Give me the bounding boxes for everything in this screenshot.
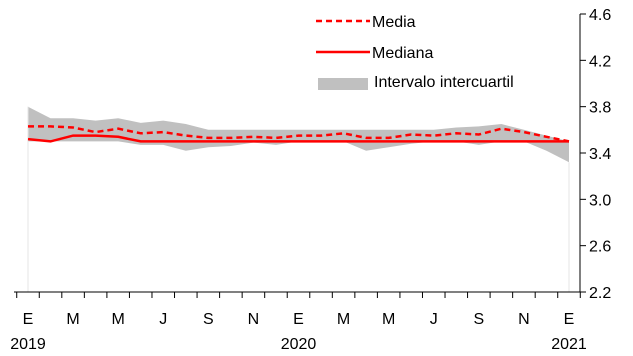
axes: 2.2 2.6 3.0 3.4 3.8 4.2 4.6 E M M J S N E M M J S N E 2019 20… (10, 7, 611, 353)
x-tick-label: E (293, 311, 304, 328)
y-tick-label: 4.2 (589, 53, 611, 70)
series-lines (27, 125, 570, 143)
y-tick-label: 3.0 (589, 192, 611, 209)
x-tick-label: M (337, 311, 350, 328)
x-tick-label: E (564, 311, 575, 328)
legend-band-swatch (318, 78, 368, 90)
legend-mediana-label: Mediana (372, 45, 433, 62)
x-tick-label: E (23, 311, 34, 328)
x-tick-label: N (248, 311, 260, 328)
legend-media-label: Media (372, 14, 416, 31)
mediana-line (27, 134, 569, 143)
x-tick-label: M (382, 311, 395, 328)
x-tick-label: S (203, 311, 214, 328)
y-tick-label: 2.6 (589, 239, 611, 256)
year-label: 2019 (10, 336, 46, 353)
media-line (28, 125, 570, 143)
year-label: 2021 (551, 336, 587, 353)
x-tick-label: J (430, 311, 438, 328)
y-tick-label: 2.2 (589, 285, 611, 302)
x-tick-label: M (112, 311, 125, 328)
x-tick-label: N (518, 311, 530, 328)
x-tick-label: J (159, 311, 167, 328)
year-label: 2020 (281, 336, 317, 353)
y-tick-label: 4.6 (589, 7, 611, 24)
x-tick-label: S (473, 311, 484, 328)
legend-band-label: Intervalo intercuartil (374, 74, 514, 91)
y-tick-label: 3.4 (589, 146, 611, 163)
y-tick-label: 3.8 (589, 100, 611, 117)
x-tick-label: M (66, 311, 79, 328)
legend: Media Mediana Intervalo intercuartil (316, 14, 514, 91)
